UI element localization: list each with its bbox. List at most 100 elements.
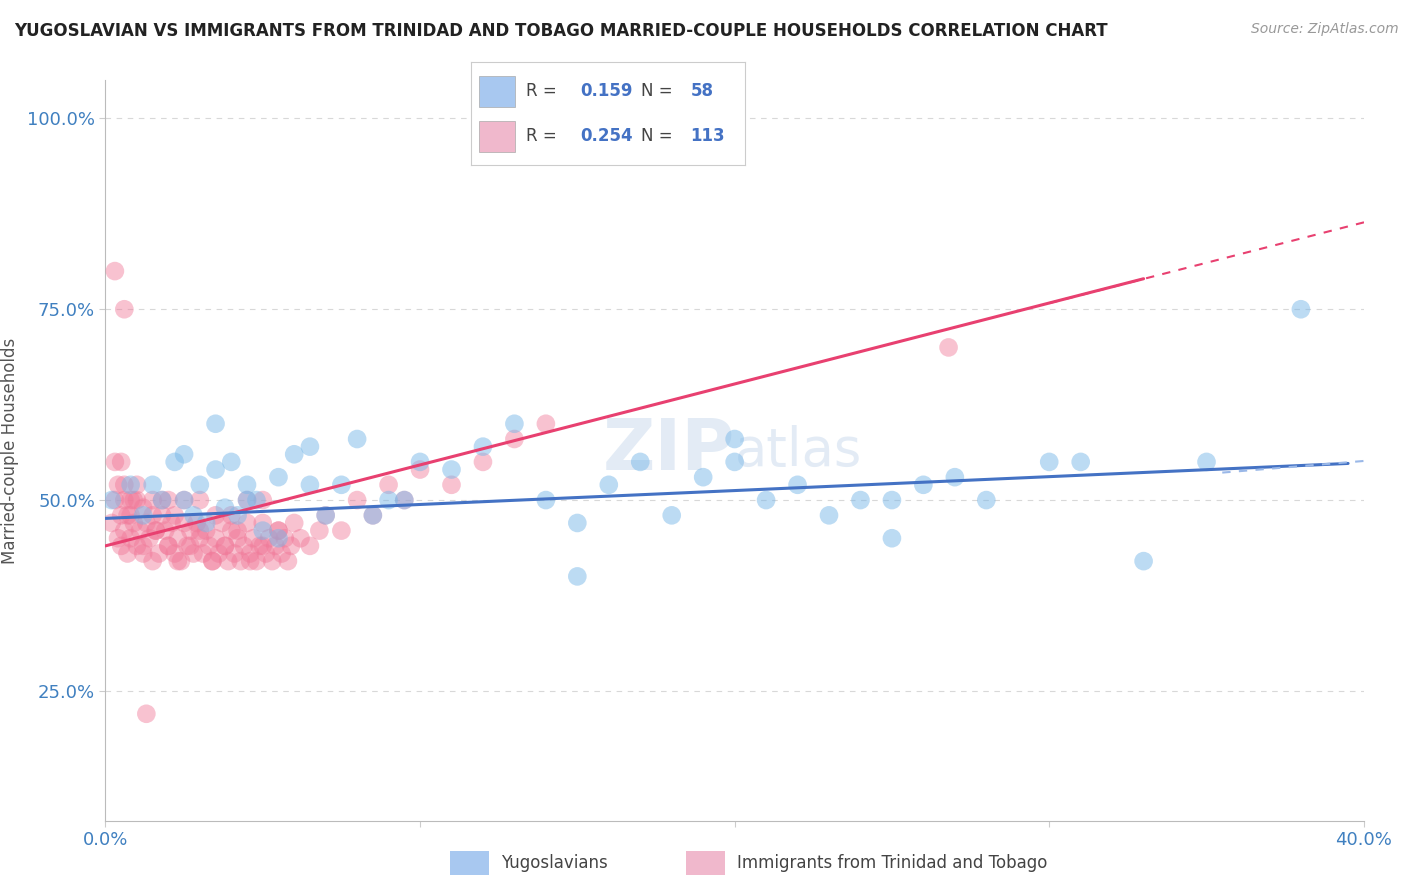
Point bbox=[277, 554, 299, 568]
Point bbox=[849, 493, 872, 508]
Point bbox=[236, 493, 259, 508]
Point bbox=[122, 493, 145, 508]
Point bbox=[112, 493, 135, 508]
Point bbox=[377, 478, 399, 492]
Text: Yugoslavians: Yugoslavians bbox=[501, 854, 607, 872]
Point bbox=[110, 455, 132, 469]
Point bbox=[394, 493, 416, 508]
Text: 113: 113 bbox=[690, 128, 725, 145]
Point bbox=[107, 531, 129, 545]
Point bbox=[254, 547, 277, 561]
Point bbox=[179, 524, 201, 538]
Text: N =: N = bbox=[641, 82, 678, 100]
Point bbox=[315, 508, 337, 523]
Point bbox=[290, 531, 312, 545]
Text: N =: N = bbox=[641, 128, 678, 145]
Point bbox=[267, 524, 290, 538]
Point bbox=[142, 554, 165, 568]
Point bbox=[201, 554, 224, 568]
Point bbox=[132, 500, 155, 515]
Point bbox=[229, 554, 252, 568]
Point bbox=[503, 417, 526, 431]
FancyBboxPatch shape bbox=[479, 76, 515, 106]
Point bbox=[163, 455, 186, 469]
Point bbox=[232, 539, 254, 553]
Point bbox=[236, 516, 259, 530]
Point bbox=[943, 470, 966, 484]
Point bbox=[142, 508, 165, 523]
Point bbox=[471, 455, 495, 469]
FancyBboxPatch shape bbox=[450, 851, 489, 875]
Point bbox=[226, 531, 249, 545]
Point bbox=[188, 524, 211, 538]
Point bbox=[188, 493, 211, 508]
Point bbox=[257, 531, 280, 545]
Point bbox=[298, 478, 321, 492]
Point bbox=[188, 478, 211, 492]
Point bbox=[183, 508, 205, 523]
Point bbox=[938, 340, 960, 354]
Point bbox=[236, 493, 259, 508]
Point bbox=[173, 493, 195, 508]
Point bbox=[125, 493, 148, 508]
Point bbox=[176, 539, 198, 553]
Point bbox=[148, 547, 170, 561]
Point bbox=[361, 508, 384, 523]
Point bbox=[173, 516, 195, 530]
Point bbox=[110, 539, 132, 553]
Text: R =: R = bbox=[526, 128, 562, 145]
Point bbox=[120, 531, 142, 545]
Point bbox=[195, 516, 218, 530]
Text: ZIP: ZIP bbox=[602, 416, 734, 485]
Point bbox=[129, 524, 152, 538]
Point bbox=[219, 508, 242, 523]
Point bbox=[183, 547, 205, 561]
Point bbox=[217, 554, 239, 568]
Point bbox=[155, 524, 177, 538]
Point bbox=[117, 547, 139, 561]
Text: Immigrants from Trinidad and Tobago: Immigrants from Trinidad and Tobago bbox=[737, 854, 1047, 872]
Point bbox=[219, 524, 242, 538]
Point bbox=[211, 516, 233, 530]
Point bbox=[100, 493, 122, 508]
Point bbox=[283, 447, 305, 461]
Text: 58: 58 bbox=[690, 82, 713, 100]
Point bbox=[503, 432, 526, 446]
Point bbox=[122, 516, 145, 530]
Point bbox=[315, 508, 337, 523]
Point bbox=[440, 478, 463, 492]
Point bbox=[166, 531, 188, 545]
Point bbox=[150, 508, 173, 523]
Point bbox=[142, 478, 165, 492]
Point bbox=[204, 462, 226, 476]
Y-axis label: Married-couple Households: Married-couple Households bbox=[0, 337, 18, 564]
Point bbox=[270, 547, 292, 561]
Point bbox=[330, 524, 353, 538]
Point bbox=[628, 455, 651, 469]
Point bbox=[219, 455, 242, 469]
Point bbox=[157, 493, 180, 508]
Point bbox=[1070, 455, 1092, 469]
Point bbox=[534, 417, 557, 431]
Point bbox=[120, 508, 142, 523]
Point bbox=[112, 524, 135, 538]
Point bbox=[252, 539, 274, 553]
Point bbox=[242, 531, 264, 545]
Point bbox=[661, 508, 683, 523]
Point bbox=[145, 524, 167, 538]
Point bbox=[1038, 455, 1060, 469]
Point bbox=[208, 547, 231, 561]
Point bbox=[125, 478, 148, 492]
Point bbox=[204, 531, 226, 545]
Point bbox=[170, 554, 193, 568]
Point bbox=[598, 478, 620, 492]
Point bbox=[150, 493, 173, 508]
Point bbox=[534, 493, 557, 508]
Point bbox=[239, 554, 262, 568]
Point bbox=[132, 508, 155, 523]
Point bbox=[567, 516, 589, 530]
Text: Source: ZipAtlas.com: Source: ZipAtlas.com bbox=[1251, 22, 1399, 37]
Text: atlas: atlas bbox=[734, 425, 862, 476]
Point bbox=[195, 524, 218, 538]
FancyBboxPatch shape bbox=[686, 851, 725, 875]
